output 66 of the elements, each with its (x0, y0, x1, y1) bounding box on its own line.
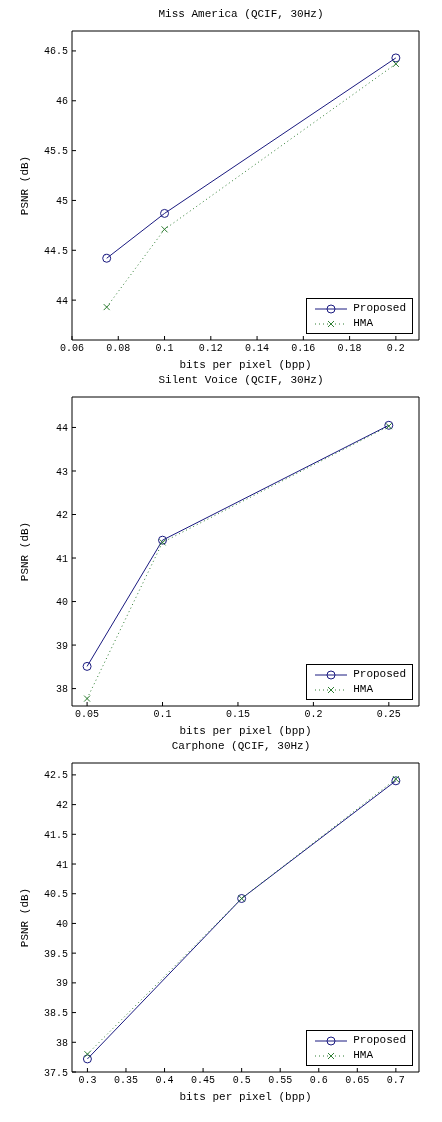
y-tick-label: 43 (55, 466, 68, 478)
x-tick-label: 0.2 (304, 709, 323, 721)
y-tick-label: 39 (55, 640, 68, 652)
y-tick-label: 40.5 (43, 889, 68, 901)
chart-title: Silent Voice (QCIF, 30Hz) (157, 374, 325, 388)
x-tick-label: 0.08 (106, 343, 131, 355)
y-tick-label: 46 (55, 96, 68, 108)
y-tick-label: 39.5 (43, 948, 68, 960)
legend-label: Proposed (353, 1033, 406, 1048)
point (82, 1054, 92, 1064)
y-tick-label: 40 (55, 918, 68, 930)
y-tick-label: 40 (55, 597, 68, 609)
y-tick-label: 41 (55, 553, 68, 565)
chart-title: Carphone (QCIF, 30Hz) (170, 740, 312, 754)
x-tick-label: 0.35 (113, 1075, 138, 1087)
x-tick-label: 0.7 (386, 1075, 405, 1087)
y-tick-label: 42.5 (43, 770, 68, 782)
x-tick-label: 0.14 (245, 343, 270, 355)
legend-label: Proposed (353, 667, 406, 682)
y-tick-label: 42 (55, 800, 68, 812)
y-axis-title: PSNR (dB) (18, 887, 31, 948)
legend-label: HMA (353, 682, 373, 697)
y-tick-label: 45.5 (43, 146, 68, 158)
x-axis-title: bits per pixel (bpp) (179, 358, 312, 371)
x-tick-label: 0.4 (155, 1075, 174, 1087)
y-tick-label: 38 (55, 1037, 68, 1049)
x-tick-label: 0.16 (291, 343, 316, 355)
y-tick-label: 41 (55, 859, 68, 871)
point (160, 208, 170, 218)
point (102, 253, 112, 263)
y-axis-title: PSNR (dB) (18, 521, 31, 582)
y-tick-label: 37.5 (43, 1067, 68, 1079)
y-axis-title: PSNR (dB) (18, 155, 31, 216)
x-tick-label: 0.18 (337, 343, 362, 355)
y-tick-label: 44 (55, 423, 68, 435)
x-tick-label: 0.55 (268, 1075, 293, 1087)
y-tick-label: 42 (55, 510, 68, 522)
x-axis-title: bits per pixel (bpp) (179, 1090, 312, 1103)
x-tick-label: 0.45 (191, 1075, 216, 1087)
point (82, 661, 92, 671)
x-tick-label: 0.6 (309, 1075, 328, 1087)
x-tick-label: 0.3 (78, 1075, 97, 1087)
point (391, 53, 401, 63)
x-tick-label: 0.05 (75, 709, 100, 721)
y-tick-label: 44.5 (43, 245, 68, 257)
y-tick-label: 45 (55, 196, 68, 207)
legend-label: HMA (353, 1048, 373, 1063)
chart-title: Miss America (QCIF, 30Hz) (157, 8, 325, 22)
x-tick-label: 0.15 (225, 709, 250, 721)
y-tick-label: 41.5 (43, 829, 68, 841)
legend-label: Proposed (353, 301, 406, 316)
legend-label: HMA (353, 316, 373, 331)
x-tick-label: 0.5 (232, 1075, 251, 1087)
y-tick-label: 46.5 (43, 46, 68, 58)
x-tick-label: 0.06 (59, 343, 85, 355)
y-tick-label: 38.5 (43, 1008, 68, 1020)
x-tick-label: 0.2 (386, 343, 405, 355)
y-tick-label: 38 (55, 684, 68, 696)
x-tick-label: 0.1 (153, 709, 172, 721)
y-tick-label: 44 (55, 295, 68, 307)
x-tick-label: 0.25 (376, 709, 401, 721)
x-tick-label: 0.1 (155, 343, 174, 355)
x-axis-title: bits per pixel (bpp) (179, 724, 312, 737)
x-tick-label: 0.65 (345, 1075, 370, 1087)
y-tick-label: 39 (55, 978, 68, 990)
x-tick-label: 0.12 (198, 343, 223, 355)
